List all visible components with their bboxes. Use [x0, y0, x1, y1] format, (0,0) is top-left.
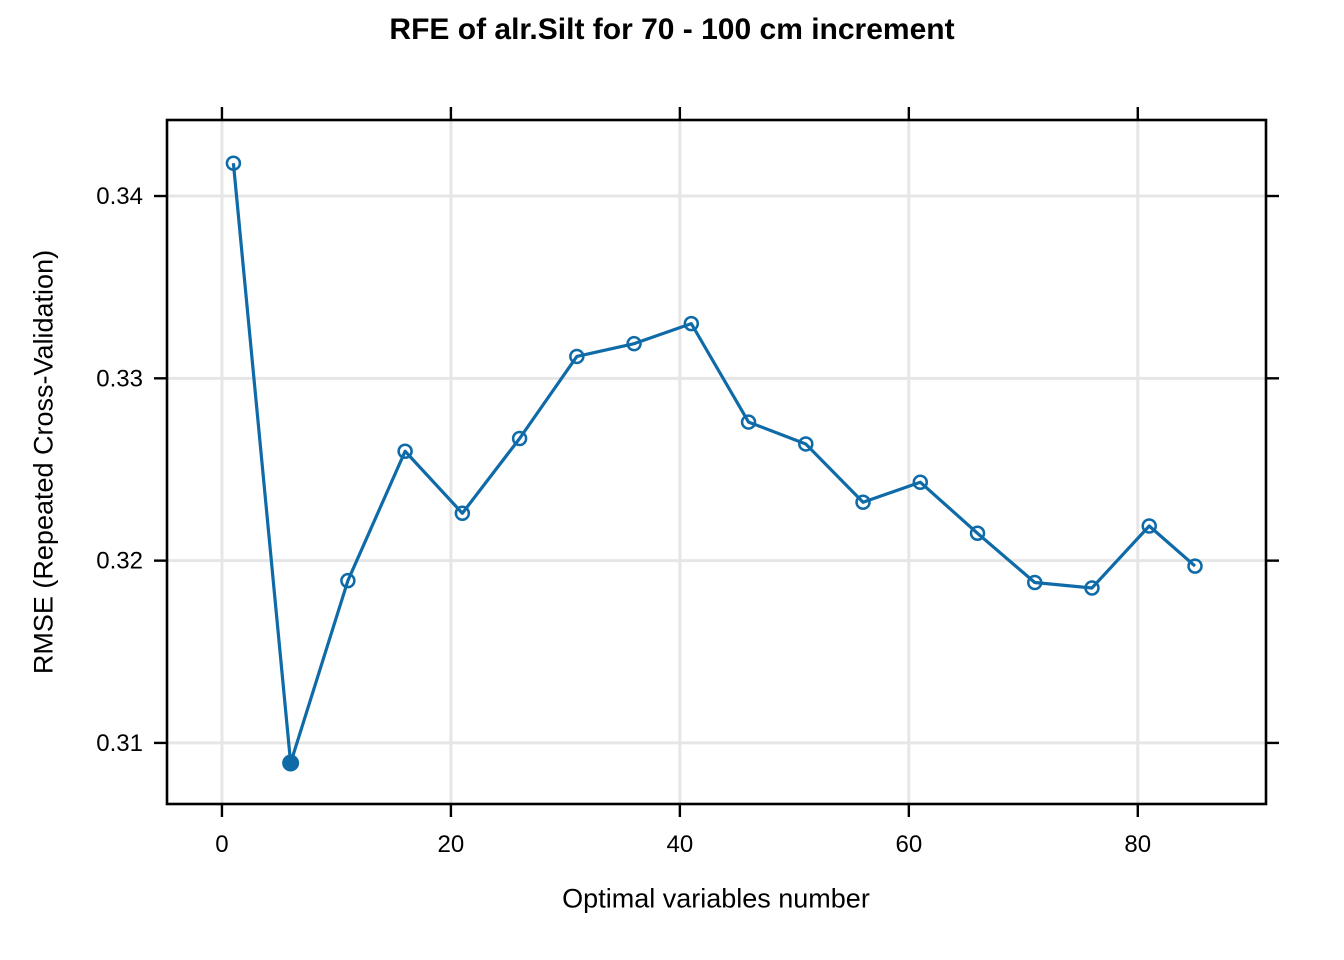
x-tick-label: 80 [1124, 831, 1151, 858]
data-line [231, 163, 1197, 765]
best-data-point [282, 754, 300, 772]
data-point [454, 505, 471, 521]
data-point [1187, 558, 1203, 574]
data-point [683, 315, 700, 332]
data-point [1084, 580, 1100, 596]
data-point [225, 155, 242, 171]
data-point [569, 348, 585, 365]
y-tick-label: 0.33 [96, 365, 143, 392]
data-point [1027, 574, 1043, 591]
plot-border [165, 118, 1268, 806]
x-tick-label: 20 [438, 831, 465, 858]
data-point [340, 572, 356, 589]
data-point [1141, 518, 1157, 534]
data-point [855, 494, 871, 511]
data-point [798, 436, 814, 452]
data-point [912, 474, 929, 490]
data-point [626, 335, 642, 352]
y-axis-label: RMSE (Repeated Cross-Validation) [28, 249, 59, 675]
data-point [511, 430, 528, 447]
chart-title: RFE of alr.Silt for 70 - 100 cm incremen… [389, 13, 955, 46]
x-tick-label: 60 [895, 831, 922, 858]
data-point [740, 414, 757, 430]
data-point [397, 443, 413, 459]
y-tick-label: 0.34 [96, 183, 143, 210]
x-tick-label: 0 [215, 831, 228, 858]
x-tick-label: 40 [667, 831, 694, 858]
y-tick-label: 0.31 [96, 730, 143, 757]
x-axis-label: Optimal variables number [562, 883, 870, 914]
data-point [969, 525, 986, 542]
y-tick-label: 0.32 [96, 548, 143, 575]
